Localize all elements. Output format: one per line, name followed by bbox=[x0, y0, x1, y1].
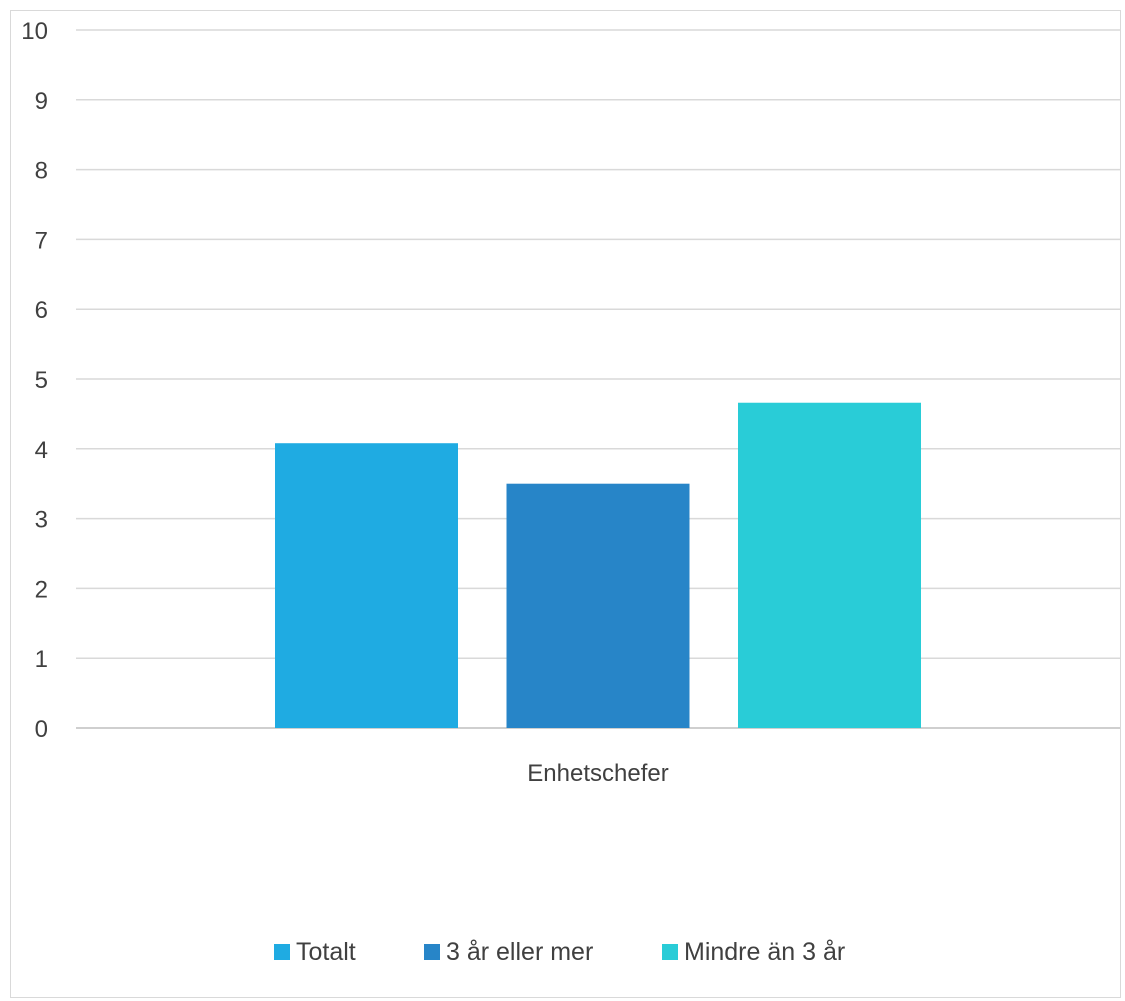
x-category-label: Enhetschefer bbox=[527, 760, 668, 787]
y-tick-label: 7 bbox=[35, 227, 48, 254]
y-tick-label: 3 bbox=[35, 507, 48, 534]
y-tick-label: 6 bbox=[35, 297, 48, 324]
y-tick-label: 0 bbox=[35, 716, 48, 743]
x-axis-categories: Enhetschefer bbox=[527, 760, 668, 787]
gridlines bbox=[76, 29, 1120, 729]
y-tick-label: 4 bbox=[35, 437, 48, 464]
legend-swatch bbox=[274, 944, 290, 960]
bars bbox=[275, 402, 921, 728]
bar bbox=[275, 443, 458, 728]
y-tick-label: 9 bbox=[35, 88, 48, 115]
bar bbox=[738, 402, 921, 728]
legend-label: 3 år eller mer bbox=[446, 938, 593, 966]
y-tick-label: 10 bbox=[21, 18, 48, 45]
legend-swatch bbox=[662, 944, 678, 960]
y-tick-label: 1 bbox=[35, 646, 48, 673]
legend-swatch bbox=[424, 944, 440, 960]
y-axis-ticks: 0 1 2 3 4 5 6 7 8 9 10 bbox=[21, 18, 48, 743]
legend-label: Totalt bbox=[296, 938, 356, 966]
legend-label: Mindre än 3 år bbox=[684, 938, 845, 966]
bar bbox=[506, 483, 690, 728]
y-tick-label: 2 bbox=[35, 576, 48, 603]
legend: Totalt 3 år eller mer Mindre än 3 år bbox=[274, 938, 845, 966]
y-tick-label: 5 bbox=[35, 367, 48, 394]
y-tick-label: 8 bbox=[35, 158, 48, 185]
